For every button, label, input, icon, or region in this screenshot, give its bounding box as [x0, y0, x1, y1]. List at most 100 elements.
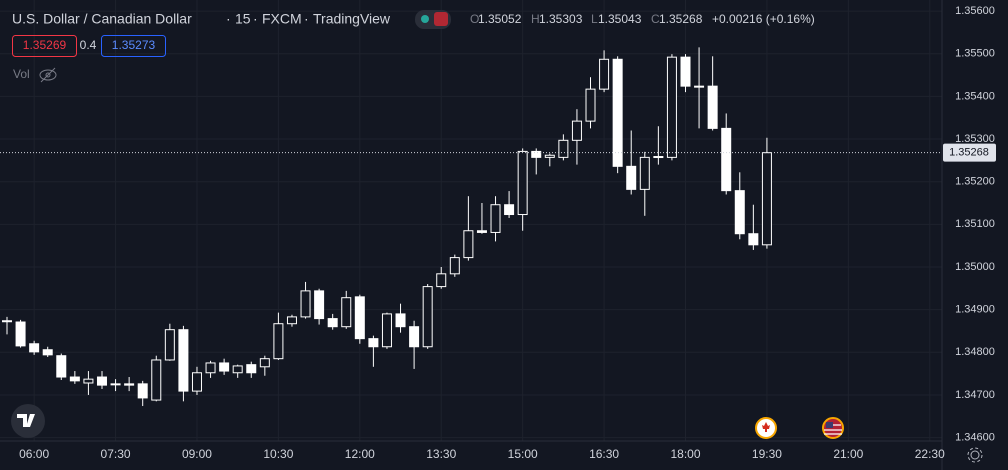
candle-body	[476, 230, 487, 233]
y-tick-label: 1.34900	[955, 304, 995, 316]
candle-body	[531, 150, 542, 158]
candle-body	[178, 329, 189, 392]
low-value: 1.35043	[598, 12, 642, 26]
high-label: H	[531, 12, 540, 26]
interval: 15	[235, 11, 251, 27]
candle-body	[612, 58, 623, 167]
open-label: O	[470, 12, 479, 26]
candle-body	[327, 318, 338, 328]
separator: ·	[304, 11, 309, 27]
candle-body	[273, 323, 284, 360]
volume-label: Vol	[13, 67, 30, 81]
candle-body	[341, 297, 352, 328]
candle-body	[286, 316, 297, 325]
candle-body	[599, 58, 610, 90]
y-tick-label: 1.35200	[955, 176, 995, 188]
change: +0.00216 (+0.16%)	[712, 12, 815, 26]
y-tick-label: 1.35100	[955, 218, 995, 230]
candle-body	[721, 127, 732, 192]
candle-body	[381, 313, 392, 348]
status-icon	[434, 12, 448, 26]
y-tick-label: 1.34600	[955, 431, 995, 443]
candle-body	[15, 321, 26, 347]
candle-body	[69, 376, 80, 382]
candle-body	[395, 313, 406, 328]
candle-body	[463, 230, 474, 259]
x-tick-label: 21:00	[833, 447, 863, 461]
x-tick-label: 18:00	[670, 447, 700, 461]
candle-body	[449, 257, 460, 275]
candle-body	[191, 372, 202, 392]
candle-body	[354, 296, 365, 340]
flag-leaf	[762, 422, 770, 432]
last-price-box	[943, 143, 996, 162]
x-tick-label: 16:30	[589, 447, 619, 461]
candle-body	[56, 355, 67, 378]
x-tick-label: 06:00	[19, 447, 49, 461]
x-tick-label: 13:30	[426, 447, 456, 461]
high-value: 1.35303	[539, 12, 583, 26]
platform: TradingView	[313, 11, 391, 27]
candle-body	[707, 85, 718, 129]
candle-body	[246, 364, 257, 374]
candle-body	[761, 152, 772, 246]
candle-body	[409, 326, 420, 348]
y-tick-label: 1.35300	[955, 133, 995, 145]
candle-body	[300, 290, 311, 318]
candle-body	[639, 156, 650, 190]
candle-body	[259, 358, 270, 368]
candle-body	[314, 290, 325, 320]
candle-body	[558, 139, 569, 158]
open-value: 1.35052	[478, 12, 522, 26]
candle-body	[110, 383, 121, 386]
candle-body	[205, 362, 216, 374]
separator: ·	[226, 11, 231, 27]
low-label: L	[591, 12, 598, 26]
candle-body	[544, 154, 555, 158]
candle-body	[666, 56, 677, 158]
flag-canton	[826, 422, 833, 428]
x-tick-label: 12:00	[345, 447, 375, 461]
candle-body	[83, 378, 94, 384]
candle-body	[232, 365, 243, 374]
candle-body	[96, 376, 107, 386]
candle-body	[680, 56, 691, 87]
y-tick-label: 1.35600	[955, 5, 995, 17]
x-tick-label: 07:30	[101, 447, 131, 461]
x-tick-label: 22:30	[915, 447, 945, 461]
candle-body	[653, 156, 664, 159]
separator: ·	[253, 11, 258, 27]
ask-box[interactable]	[101, 35, 166, 57]
logo	[17, 414, 35, 427]
y-tick-label: 1.35400	[955, 90, 995, 102]
spread: 0.4	[80, 38, 97, 52]
candle-body	[517, 150, 528, 216]
candle-body	[504, 204, 515, 216]
symbol: U.S. Dollar / Canadian Dollar	[12, 11, 192, 27]
bid: 1.35269	[23, 38, 67, 52]
candle-body	[734, 190, 745, 235]
ask: 1.35273	[112, 38, 156, 52]
candle-body	[585, 88, 596, 122]
close-value: 1.35268	[659, 12, 703, 26]
candle-body	[748, 233, 759, 246]
candle-body	[490, 204, 501, 233]
candle-body	[219, 362, 230, 372]
bid-box[interactable]	[12, 35, 77, 57]
y-tick-label: 1.34800	[955, 346, 995, 358]
candle-body	[368, 338, 379, 348]
candle-body	[2, 320, 12, 323]
candle-body	[436, 273, 447, 288]
candle-body	[42, 349, 53, 356]
hide-icon[interactable]	[39, 67, 57, 83]
source: FXCM	[262, 11, 302, 27]
settings-icon[interactable]	[967, 447, 983, 463]
candle-body	[571, 120, 582, 141]
axis-labels: 1.34600 1.34700 1.34800 1.34900 1.35000 1.351…	[19, 5, 996, 461]
candle-body	[151, 359, 162, 401]
candle-body	[694, 85, 705, 88]
last-price-label: 1.35268	[949, 147, 989, 159]
candle-body	[626, 165, 637, 190]
